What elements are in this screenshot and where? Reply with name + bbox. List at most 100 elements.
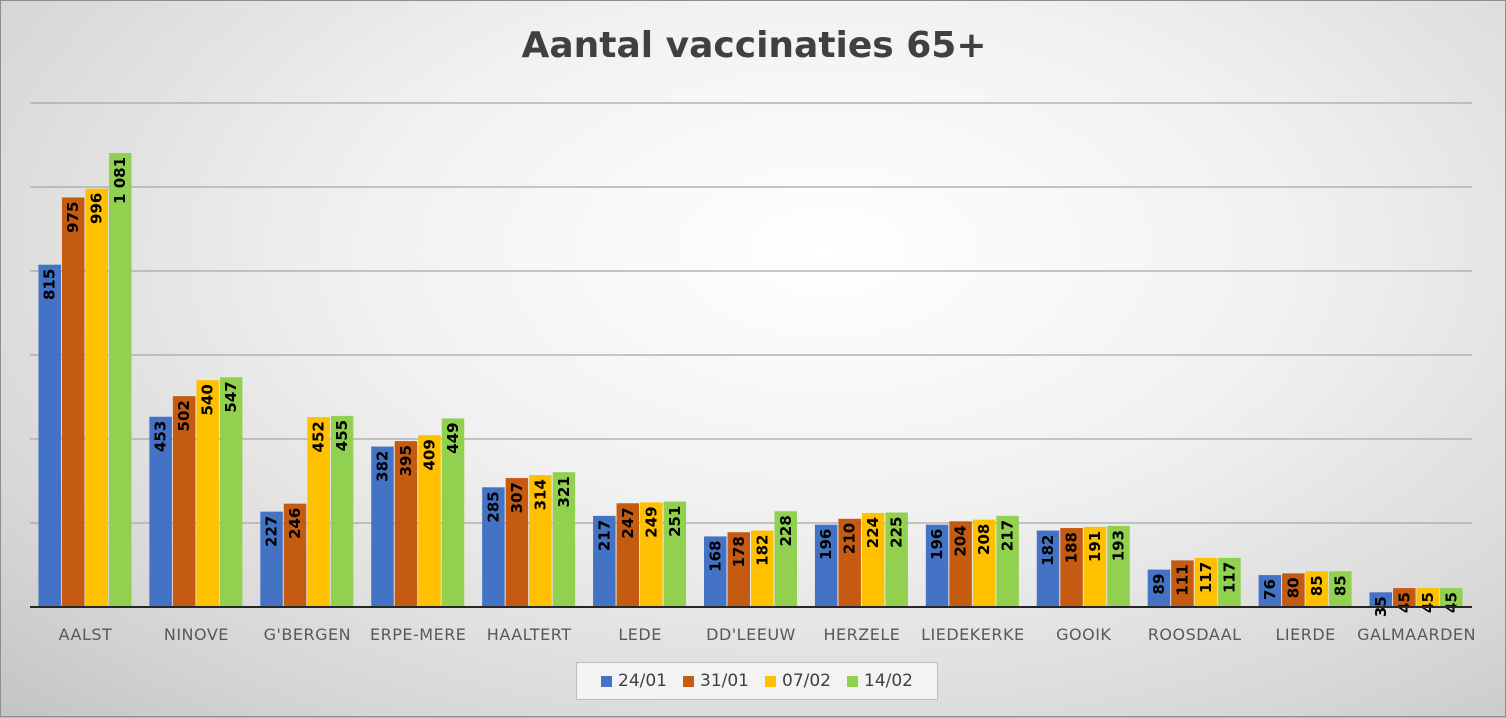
data-label: 547 <box>222 381 240 412</box>
legend-label: 24/01 <box>618 671 667 691</box>
bar <box>704 536 727 607</box>
data-label: 182 <box>1039 535 1057 566</box>
bar <box>1369 592 1393 607</box>
bar <box>1329 571 1352 607</box>
bar <box>418 435 441 607</box>
data-label: 540 <box>199 384 217 415</box>
data-label: 815 <box>41 269 59 300</box>
bar <box>394 441 418 607</box>
bar <box>593 515 616 607</box>
bar <box>1147 569 1171 607</box>
data-label: 178 <box>730 536 748 567</box>
bar <box>1393 588 1416 607</box>
data-label: 224 <box>864 517 882 548</box>
legend-item: 07/02 <box>765 671 831 691</box>
bar <box>774 511 797 607</box>
bar <box>1194 557 1218 607</box>
data-label: 217 <box>999 520 1017 551</box>
bar <box>307 417 330 607</box>
data-label: 453 <box>152 421 170 452</box>
x-axis: AALST NINOVE G'BERGEN ERPE-MERE HAALTERT LEDE… <box>30 606 1476 644</box>
gridlines <box>30 102 1472 524</box>
legend-label: 07/02 <box>782 671 831 691</box>
data-label: 45 <box>1442 592 1460 613</box>
data-label: 1 081 <box>111 157 129 204</box>
data-label: 210 <box>841 523 859 554</box>
bar <box>1305 571 1329 607</box>
legend-label: 31/01 <box>700 671 749 691</box>
bar <box>85 188 108 607</box>
data-label: 188 <box>1063 532 1081 563</box>
bar <box>751 530 774 607</box>
data-label: 247 <box>619 507 637 538</box>
data-label: 227 <box>263 516 281 547</box>
legend-item: 24/01 <box>601 671 667 691</box>
legend-swatch <box>847 675 858 687</box>
data-label: 409 <box>420 439 438 470</box>
data-label: 285 <box>484 491 502 522</box>
bar <box>61 197 85 607</box>
bar <box>529 475 552 607</box>
bar <box>1083 526 1107 607</box>
category-label: ROOSDAAL <box>1148 625 1242 644</box>
bar <box>196 380 219 607</box>
data-label: 249 <box>642 506 660 537</box>
bar <box>663 501 687 607</box>
data-label: 85 <box>1308 575 1326 596</box>
bar <box>1218 557 1241 607</box>
data-label: 225 <box>888 517 906 548</box>
data-label: 85 <box>1331 575 1349 596</box>
bar <box>108 152 132 608</box>
data-label: 89 <box>1150 574 1168 595</box>
data-label: 117 <box>1220 562 1238 593</box>
data-label: 321 <box>555 476 573 507</box>
bars <box>38 152 1463 608</box>
legend-swatch <box>683 675 694 687</box>
data-label: 191 <box>1086 531 1104 562</box>
bar <box>1060 528 1083 607</box>
data-label: 314 <box>531 479 549 510</box>
data-labels: 815 975 996 1 081 453 502 540 547 227 246 452 455 38… <box>41 157 1461 617</box>
bar <box>838 518 861 607</box>
bar <box>441 418 465 607</box>
data-label: 975 <box>64 202 82 233</box>
category-label: HAALTERT <box>487 625 572 644</box>
bar <box>616 503 640 607</box>
bar <box>283 503 307 607</box>
legend-item: 14/02 <box>847 671 913 691</box>
category-label: ERPE-MERE <box>370 625 466 644</box>
bar <box>925 524 949 607</box>
data-label: 449 <box>444 422 462 453</box>
category-label: LEDE <box>618 625 661 644</box>
data-label: 251 <box>666 506 684 537</box>
bar <box>640 502 663 607</box>
bar <box>505 478 529 607</box>
data-label: 182 <box>753 535 771 566</box>
bar <box>1440 588 1463 607</box>
data-label: 452 <box>310 421 328 452</box>
legend-swatch <box>601 675 612 687</box>
data-label: 228 <box>777 515 795 546</box>
category-label: NINOVE <box>164 625 229 644</box>
category-label: GALMAARDEN <box>1357 625 1476 644</box>
bar <box>1282 573 1305 607</box>
data-label: 307 <box>508 482 526 513</box>
data-label: 76 <box>1261 579 1279 600</box>
bar <box>885 512 908 607</box>
bar <box>727 532 750 607</box>
bar <box>482 487 505 607</box>
category-label: HERZELE <box>823 625 900 644</box>
bar <box>552 472 576 607</box>
bar <box>1416 588 1440 607</box>
bar <box>371 446 394 607</box>
data-label: 168 <box>706 540 724 571</box>
category-label: GOOIK <box>1056 625 1111 644</box>
data-label: 395 <box>397 445 415 476</box>
data-label: 80 <box>1284 577 1302 598</box>
bar <box>260 511 283 607</box>
bar <box>219 377 243 607</box>
bar <box>1036 530 1060 607</box>
category-label: LIEDEKERKE <box>921 625 1025 644</box>
bar <box>861 512 885 607</box>
